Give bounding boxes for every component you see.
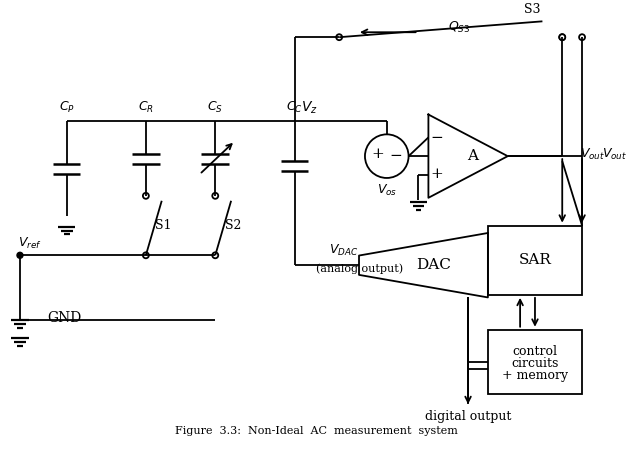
Text: control: control (512, 346, 557, 359)
Circle shape (559, 34, 566, 40)
Bar (488, 330, 582, 394)
Text: $V_{os}$: $V_{os}$ (377, 183, 397, 198)
Text: $C_P$: $C_P$ (58, 100, 75, 115)
Text: A: A (467, 149, 479, 163)
Text: $-$: $-$ (430, 130, 443, 144)
Text: $V_{out}$: $V_{out}$ (580, 147, 605, 162)
Circle shape (143, 193, 149, 199)
Text: S3: S3 (524, 3, 541, 16)
Text: circuits: circuits (511, 357, 559, 370)
Text: Figure  3.3:  Non-Ideal  AC  measurement  system: Figure 3.3: Non-Ideal AC measurement sys… (175, 426, 458, 436)
Text: S2: S2 (225, 219, 242, 232)
Text: $-$: $-$ (389, 147, 402, 161)
Text: $Q_{S3}$: $Q_{S3}$ (448, 20, 470, 35)
Text: +: + (372, 147, 384, 161)
Text: (analog output): (analog output) (316, 264, 403, 274)
Text: digital output: digital output (425, 410, 511, 423)
Text: $V_{ref}$: $V_{ref}$ (18, 236, 42, 251)
Text: $C_R$: $C_R$ (138, 100, 154, 115)
Text: SAR: SAR (519, 253, 552, 267)
Text: +: + (430, 167, 443, 181)
Text: $V_{out}$: $V_{out}$ (602, 147, 627, 162)
Bar (488, 225, 582, 295)
Circle shape (212, 252, 218, 258)
Circle shape (559, 34, 566, 40)
Circle shape (212, 193, 218, 199)
Text: DAC: DAC (416, 258, 451, 272)
Text: $V_z$: $V_z$ (301, 99, 318, 116)
Text: $V_{DAC}$: $V_{DAC}$ (329, 243, 359, 258)
Text: S1: S1 (155, 219, 172, 232)
Text: GND: GND (48, 311, 82, 325)
Text: + memory: + memory (502, 369, 568, 382)
Circle shape (336, 34, 342, 40)
Text: $C_S$: $C_S$ (207, 100, 223, 115)
Text: $C_C$: $C_C$ (286, 100, 303, 115)
Circle shape (17, 252, 23, 258)
Circle shape (579, 34, 585, 40)
Circle shape (143, 252, 149, 258)
